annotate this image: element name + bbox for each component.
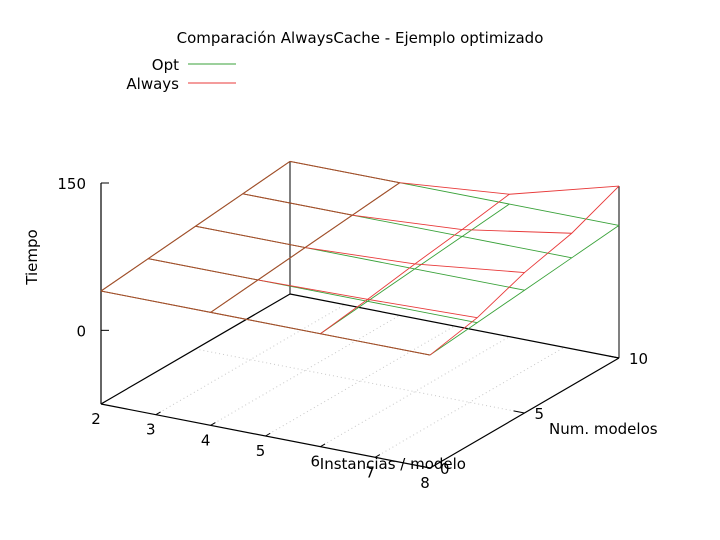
x-axis-label: Instancias / modelo [320, 455, 466, 473]
back-base-line [289, 293, 620, 359]
surface-overlap-segment [242, 160, 291, 195]
grid-line-x [374, 346, 565, 458]
x-tick-mark [429, 464, 435, 469]
x-tick-mark [210, 422, 216, 426]
surface-overlap-segment [100, 290, 211, 313]
legend: Opt Always [126, 56, 236, 93]
surface-overlap-segment [195, 193, 244, 227]
surface-overlap-segment [195, 225, 306, 249]
surface-overlap-segment [147, 225, 196, 260]
x-tick-label: 4 [201, 431, 211, 449]
grid-line-x [320, 336, 510, 448]
y-axis-label: Num. modelos [549, 420, 658, 438]
y-tick-label: 5 [535, 405, 545, 423]
surface-overlap-segment [352, 182, 400, 216]
surface-always-row [429, 185, 620, 356]
surface-always-col [148, 258, 478, 319]
surface-always-col [289, 160, 620, 195]
surface-overlap-segment [100, 258, 149, 292]
y-tick-label: 0 [440, 460, 450, 478]
axes [100, 161, 620, 469]
z-tick-label: 0 [76, 322, 86, 340]
surface-overlap-segment [289, 160, 400, 184]
surface-overlap-segment [257, 247, 306, 281]
grid-line-x [265, 325, 455, 437]
chart-title: Comparación AlwaysCache - Ejemplo optimi… [177, 29, 544, 47]
z-tick-label: 150 [57, 175, 86, 193]
surface-overlap-segment [210, 311, 321, 335]
surface-always-col [195, 225, 525, 273]
legend-label-opt: Opt [152, 56, 179, 74]
x-tick-mark [155, 411, 161, 416]
surfaces [100, 160, 620, 356]
z-axis-label: Tiempo [23, 229, 41, 285]
grid-line-x [155, 304, 346, 416]
x-tick-mark [374, 454, 381, 458]
y-tick-mark [418, 465, 431, 469]
surface-always-col [242, 193, 572, 234]
x-tick-label: 8 [420, 474, 430, 492]
x-tick-mark [320, 443, 326, 448]
surface-overlap-segment [242, 193, 353, 216]
surface-overlap-segment [148, 258, 259, 281]
y-tick-mark [607, 355, 620, 359]
x-tick-label: 3 [146, 421, 156, 439]
x-tick-label: 2 [91, 410, 101, 428]
x-tick-mark [265, 432, 271, 437]
x-tick-label: 5 [256, 442, 266, 460]
x-tick-mark [100, 400, 106, 405]
y-tick-mark [513, 410, 525, 414]
back-left-base-line [100, 293, 291, 405]
x-tick-label: 6 [311, 453, 321, 471]
surface-overlap-segment [320, 333, 431, 356]
base-grid [155, 304, 565, 458]
surface-overlap-segment [304, 214, 353, 248]
surface-overlap-segment [210, 279, 259, 313]
grid-line-y [195, 348, 525, 414]
y-tick-label: 10 [629, 350, 648, 368]
grid-line-x [210, 314, 400, 426]
legend-label-always: Always [126, 75, 179, 93]
x-tick-label: 7 [365, 463, 375, 481]
